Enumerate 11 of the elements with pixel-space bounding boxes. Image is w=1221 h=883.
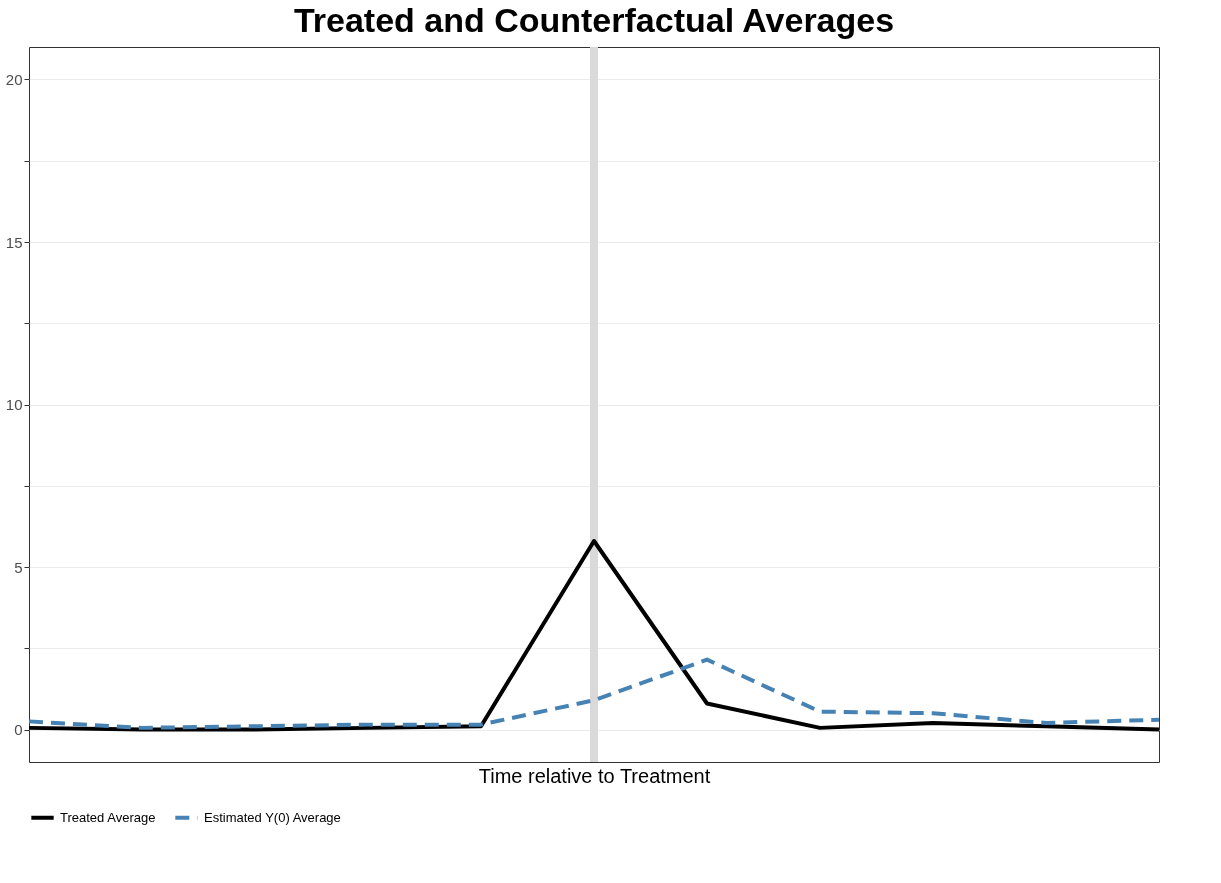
legend-label: Treated Average: [60, 809, 156, 825]
y-tick-label: 10: [5, 396, 23, 413]
chart-title: Treated and Counterfactual Averages: [293, 1, 895, 39]
y-tick-label: 15: [5, 233, 23, 251]
line-series: [27, 657, 1161, 730]
y-tick-label: 20: [5, 71, 23, 88]
legend-label: Estimated Y(0) Average: [204, 809, 341, 825]
y-tick-label: 0: [14, 721, 23, 738]
y-tick-label: 5: [14, 558, 23, 576]
x-axis-title: Time relative to Treatment: [478, 764, 711, 787]
line-series: [27, 539, 1161, 732]
